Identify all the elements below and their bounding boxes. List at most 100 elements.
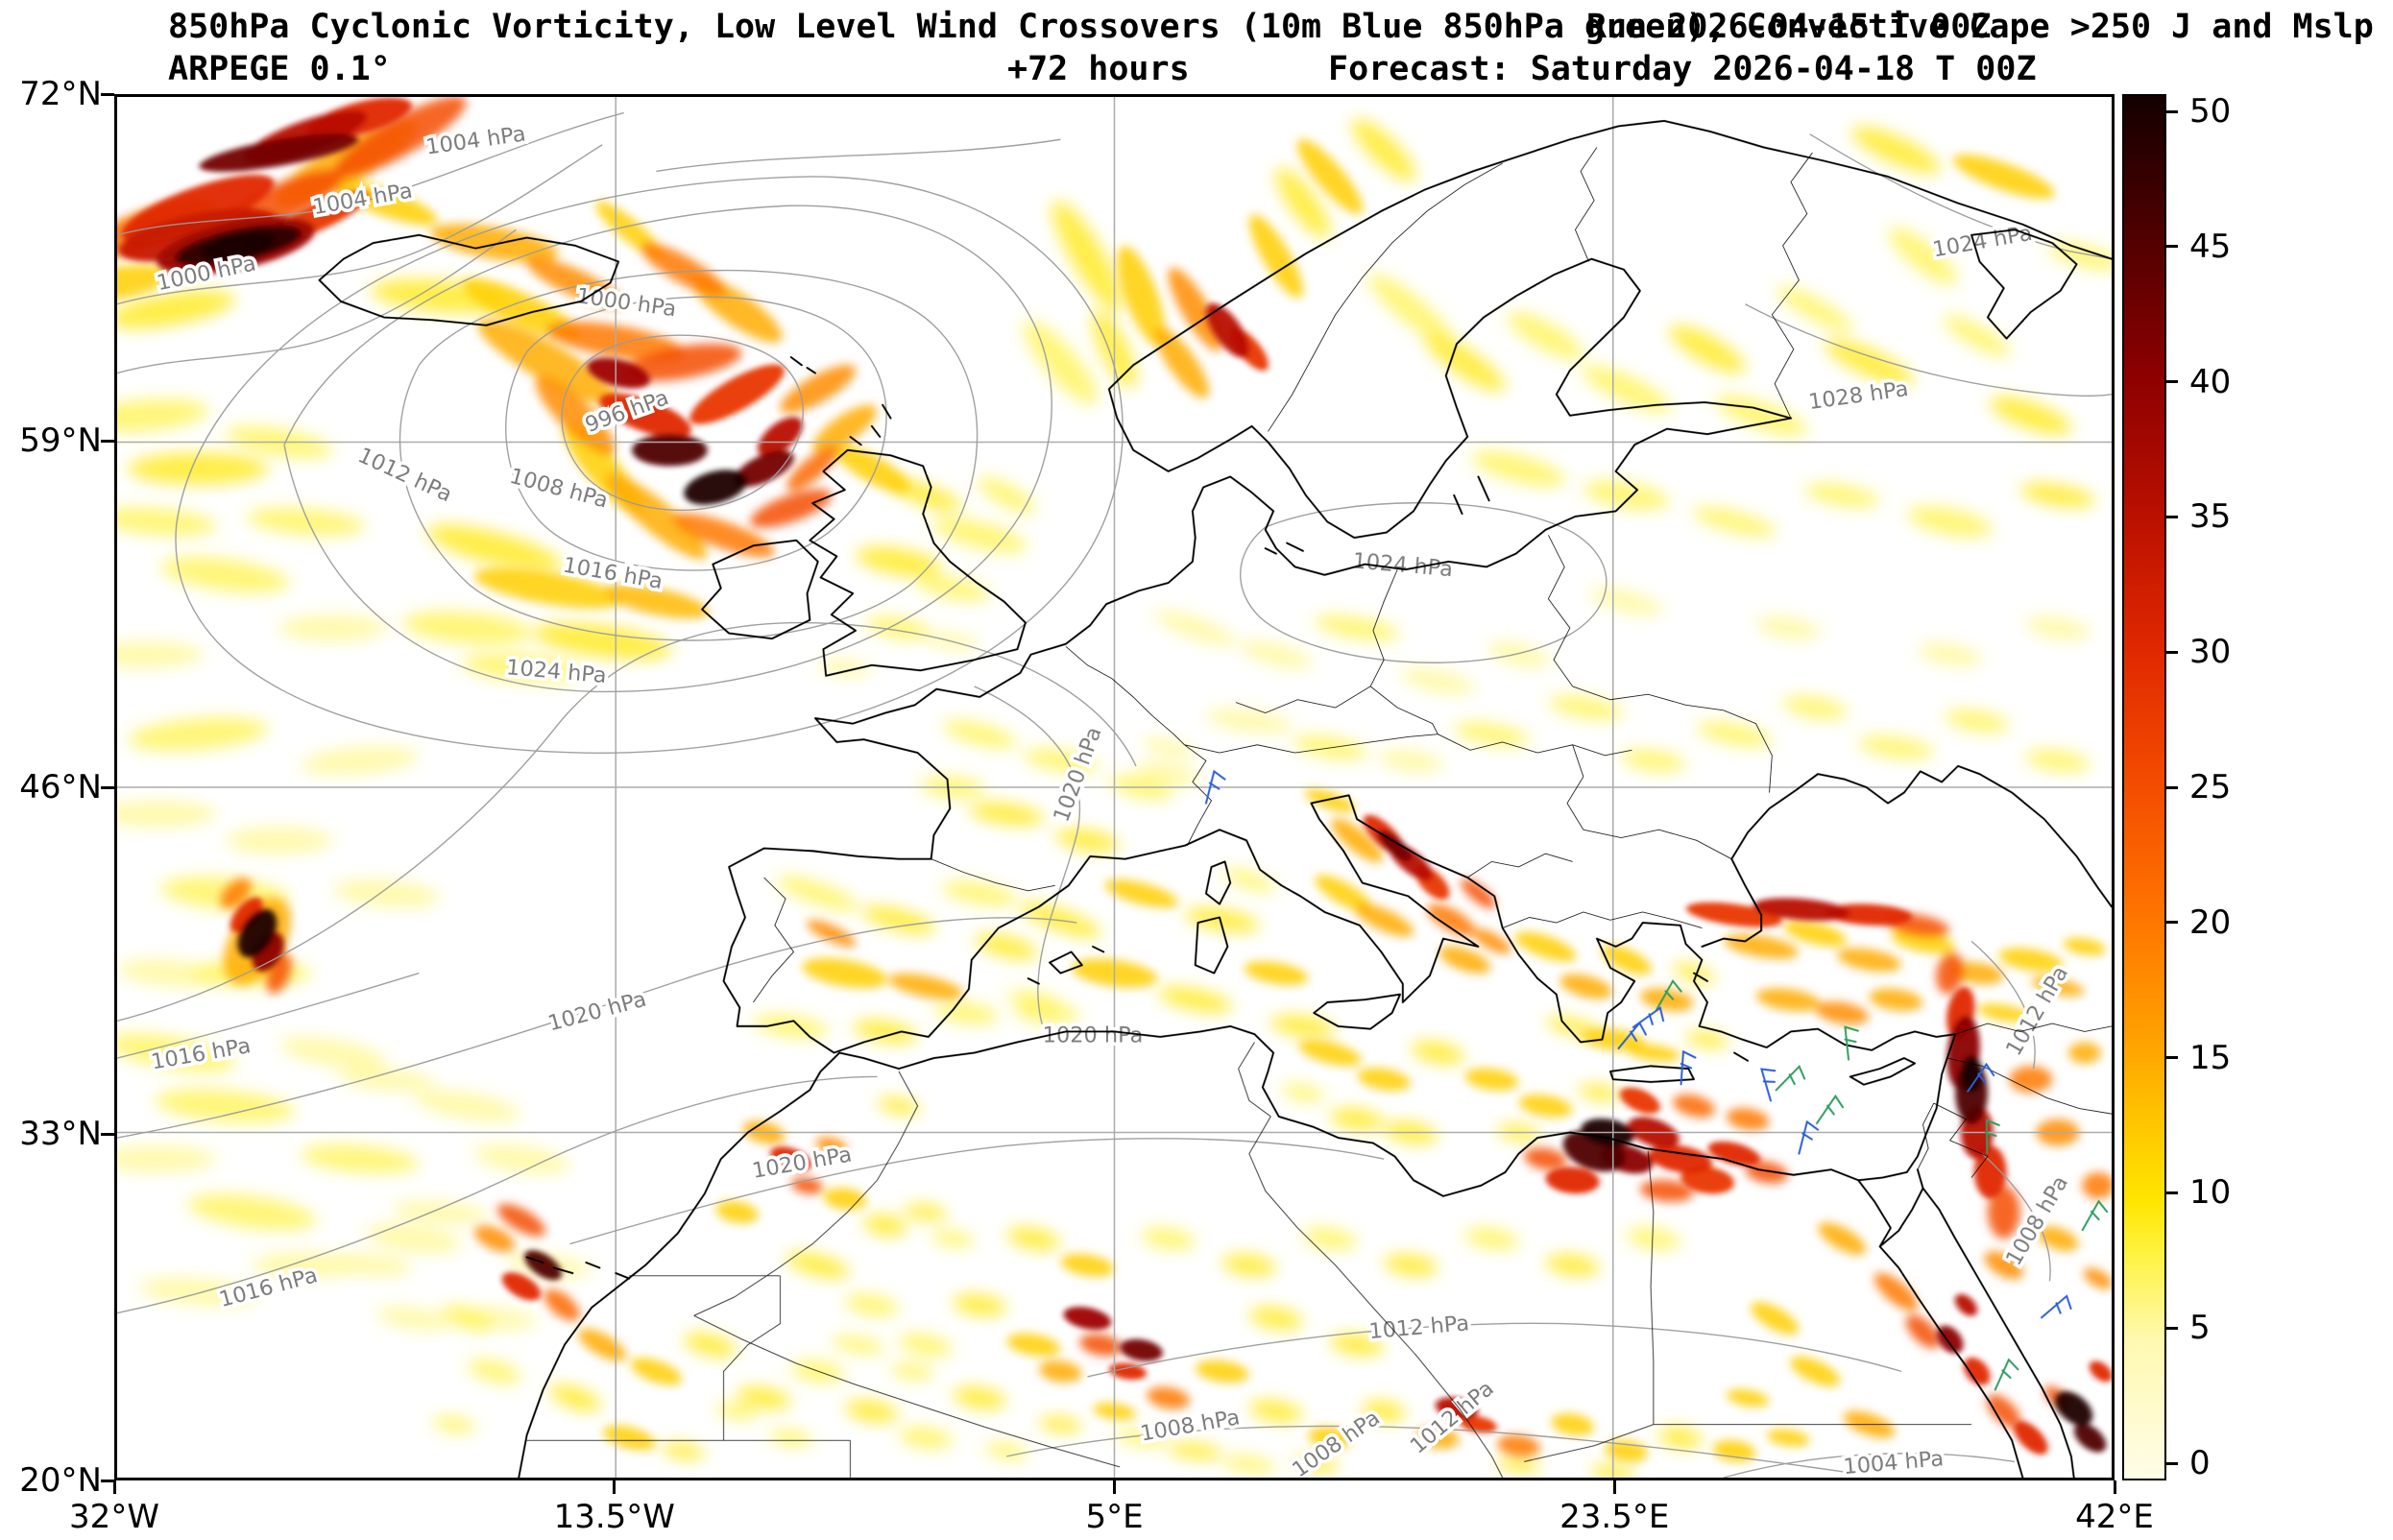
vorticity-blob [1109, 1362, 1148, 1381]
vorticity-blob [335, 1254, 411, 1277]
vorticity-blob [1270, 1014, 1336, 1038]
vorticity-blob [1104, 878, 1178, 908]
vorticity-blob [1330, 1108, 1384, 1131]
vorticity-blob [2009, 1066, 2053, 1094]
vorticity-blob [338, 1068, 436, 1092]
vorticity-blob [1551, 1413, 1594, 1436]
vorticity-blob [1766, 1429, 1810, 1447]
y-tick-mark [101, 1132, 114, 1136]
isobar-label: 1020 hPa [545, 987, 649, 1037]
vorticity-blob [1952, 155, 2055, 199]
vorticity-blob [1545, 1254, 1600, 1277]
vorticity-blob [1815, 1001, 1870, 1024]
vorticity-blob [1605, 1439, 1649, 1462]
vorticity-blob [1755, 615, 1821, 640]
vorticity-blob [1354, 903, 1414, 937]
vorticity-blob [1578, 1083, 1621, 1102]
vorticity-blob [365, 1223, 462, 1254]
colorbar [2122, 94, 2166, 1480]
isobar-label: 1024 hPa [1351, 549, 1454, 583]
borders-east-europe [1438, 535, 1772, 858]
y-tick-mark [101, 1479, 114, 1482]
vorticity-blob [1222, 1456, 1276, 1474]
vorticity-blob [853, 1020, 918, 1044]
vorticity-blob [1752, 898, 1850, 922]
coastline-mainland-europe-africa [519, 419, 1955, 1478]
vorticity-blob [332, 879, 441, 908]
vorticity-blob [246, 507, 365, 537]
wind-crossover-10m-blue [2042, 1291, 2075, 1328]
wind-crossover-850hpa-green [1995, 1359, 2019, 1393]
vorticity-blob [630, 1358, 683, 1385]
vorticity-blob [1055, 828, 1120, 853]
vorticity-blob [632, 434, 708, 467]
vorticity-blob [532, 622, 672, 661]
vorticity-blob [1249, 1399, 1303, 1423]
vorticity-blob [1206, 709, 1293, 734]
vorticity-blob [1281, 1083, 1325, 1102]
vorticity-blob [1362, 1400, 1406, 1423]
vorticity-blob [1851, 126, 1941, 174]
colorbar-tick-mark [2166, 650, 2178, 654]
y-tick-label: 20°N [19, 1461, 102, 1500]
x-tick-mark [1612, 1480, 1616, 1494]
vorticity-blob [603, 1425, 656, 1451]
x-tick-mark [613, 1480, 616, 1494]
vorticity-blob [1006, 1333, 1061, 1357]
y-tick-label: 59°N [19, 421, 102, 460]
vorticity-blob [753, 1014, 829, 1039]
vorticity-blob [641, 243, 726, 297]
colorbar-tick-mark [2166, 921, 2178, 925]
island-crete [1610, 1066, 1694, 1082]
vorticity-blob [1601, 945, 1652, 975]
vorticity-blob [1619, 1087, 1660, 1115]
wind-crossover-850hpa-green [1979, 1118, 2006, 1153]
vorticity-blob [815, 1137, 848, 1155]
vorticity-blob [1945, 709, 2009, 734]
vorticity-blob [1548, 695, 1624, 720]
vorticity-blob [523, 1250, 562, 1281]
vorticity-blob [845, 1399, 899, 1423]
vorticity-blob [2025, 615, 2091, 640]
vorticity-blob [802, 957, 888, 989]
isobar-label: 1012 hPa [354, 443, 456, 507]
vorticity-blob [1990, 396, 2072, 435]
isobar-label: 1024 hPa [1931, 221, 2035, 262]
vorticity-blob [199, 133, 359, 172]
coastline-great-britain [810, 450, 1026, 676]
vorticity-blob [2068, 1042, 2101, 1064]
vorticity-blob [1114, 1429, 1169, 1447]
colorbar-tick-mark [2166, 109, 2178, 113]
vorticity-blob [812, 404, 878, 453]
vorticity-blob [1168, 267, 1222, 351]
vorticity-blob [1858, 735, 1934, 759]
vorticity-blob [933, 1001, 999, 1024]
vorticity-layer-strong [118, 97, 2112, 1456]
coastline-scandinavia [1109, 121, 2112, 538]
coastline-iceland [320, 235, 619, 325]
vorticity-blob [985, 1442, 1028, 1460]
vorticity-blob [715, 1402, 759, 1420]
vorticity-blob [969, 802, 1045, 826]
vorticity-blob [1168, 1442, 1222, 1460]
vorticity-blob [1724, 934, 1799, 959]
vorticity-blob [899, 1426, 953, 1450]
wind-crossover-850hpa-green [1817, 1094, 1846, 1130]
vorticity-blob [1497, 1456, 1540, 1473]
vorticity-blob [525, 257, 625, 309]
vorticity-blob [402, 611, 533, 645]
vorticity-blob [1314, 614, 1400, 641]
islands-canary [527, 1257, 630, 1278]
vorticity-blob [1357, 1068, 1411, 1092]
vorticity-layer-weak [117, 118, 2112, 1478]
vorticity-blob [128, 717, 268, 752]
vorticity-blob [1438, 946, 1491, 974]
vorticity-blob [1079, 1334, 1123, 1357]
model-label: ARPEGE 0.1° [168, 50, 391, 88]
islands-baltic [1266, 476, 1489, 553]
vorticity-blob [1783, 920, 1847, 947]
vorticity-blob [1944, 315, 2011, 357]
vorticity-blob [535, 376, 616, 455]
vorticity-blob [780, 365, 857, 414]
borders-central-europe [1066, 569, 1438, 846]
